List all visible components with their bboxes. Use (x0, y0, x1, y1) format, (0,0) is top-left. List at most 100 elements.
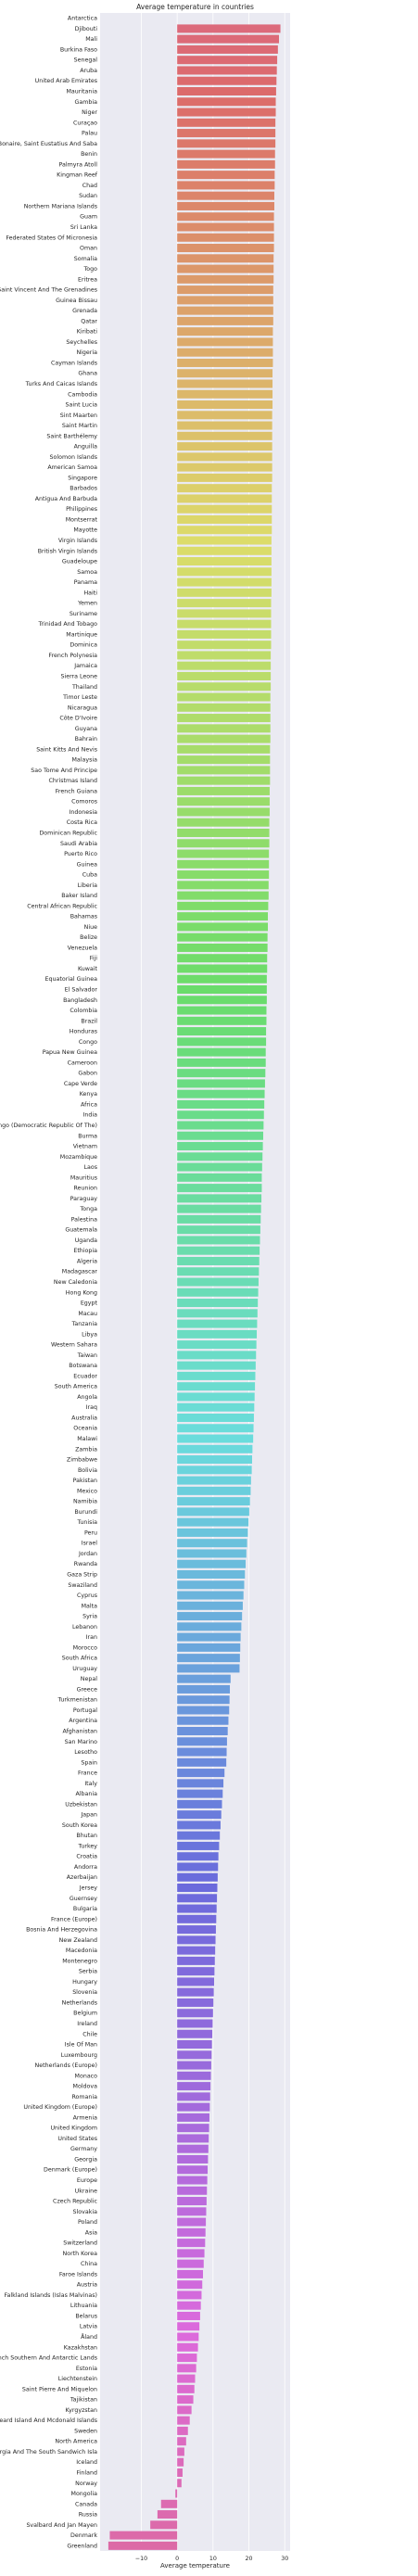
bar (177, 567, 272, 577)
bar (177, 954, 268, 963)
bar (177, 1256, 260, 1265)
bar (177, 2071, 211, 2080)
bar (177, 1277, 259, 1287)
bar (177, 1121, 264, 1130)
y-tick-label: Guinea (77, 861, 97, 868)
y-tick-label: Cape Verde (64, 1081, 97, 1087)
bar (177, 1507, 249, 1516)
bar (177, 2176, 208, 2185)
bar (177, 2364, 196, 2373)
bar (177, 2134, 209, 2143)
y-tick-label: Gabon (78, 1071, 97, 1077)
y-tick-label: Ireland (77, 2021, 97, 2027)
bar (177, 2354, 197, 2363)
bar (177, 1027, 267, 1036)
y-tick-label: British Virgin Islands (38, 548, 97, 554)
y-tick-label: Nigeria (76, 349, 97, 356)
y-tick-label: Afghanistan (63, 1729, 98, 1735)
bar (177, 1351, 257, 1360)
bar (177, 1706, 230, 1715)
bar (177, 2457, 184, 2467)
bar (177, 24, 281, 33)
y-tick-label: Palau (82, 131, 97, 137)
bar (177, 1758, 227, 1767)
y-tick-label: Virgin Islands (58, 538, 97, 544)
y-tick-label: New Zealand (59, 1937, 97, 1944)
bar (177, 1769, 225, 1778)
bar (177, 212, 274, 222)
bar (177, 682, 272, 692)
y-tick-label: Estonia (76, 2366, 97, 2372)
bar (177, 411, 272, 420)
bar (177, 327, 273, 336)
y-tick-label: Reunion (73, 1186, 97, 1192)
bar (177, 901, 269, 910)
bar (177, 431, 272, 440)
bar (177, 1142, 263, 1151)
bar (177, 1079, 265, 1088)
bar (177, 1569, 246, 1579)
bar (177, 2301, 201, 2310)
y-tick-label: Bolivia (78, 1467, 97, 1474)
bar (177, 1580, 245, 1590)
bar (177, 1977, 214, 1986)
bar (177, 504, 272, 514)
bar (177, 1779, 224, 1788)
x-tick-label: −10 (135, 2556, 147, 2562)
y-tick-label: Turks And Caicas Islands (25, 381, 97, 387)
y-tick-label: Saudi Arabia (60, 841, 97, 847)
y-tick-label: Armenia (73, 2114, 98, 2121)
y-tick-label: Iraq (86, 1404, 97, 1411)
bar (177, 912, 269, 921)
y-tick-label: Austria (77, 2282, 97, 2289)
y-tick-label: Cayman Islands (51, 360, 97, 366)
y-tick-label: France (78, 1770, 97, 1777)
chart-title: Average temperature in countries (136, 3, 254, 11)
y-tick-label: Niger (82, 109, 97, 116)
y-tick-label: Saint Martin (62, 423, 97, 429)
y-tick-label: Guyana (75, 726, 97, 732)
bar (177, 859, 270, 869)
bar (177, 348, 273, 357)
y-tick-label: Peru (84, 1529, 97, 1536)
bar (177, 274, 274, 284)
y-tick-label: Finland (76, 2469, 97, 2476)
bar (177, 2207, 207, 2216)
y-tick-label: Christmas Island (49, 778, 97, 784)
y-tick-label: Lebanon (72, 1624, 97, 1631)
y-tick-label: Hong Kong (66, 1289, 97, 1296)
bar (177, 1998, 214, 2007)
bar (177, 2019, 213, 2028)
bar (177, 588, 272, 597)
y-tick-label: Niue (84, 924, 97, 931)
bar (177, 1967, 215, 1976)
y-tick-label: Germany (70, 2146, 97, 2152)
y-tick-label: Svalbard And Jan Mayen (26, 2522, 97, 2529)
y-tick-label: Slovenia (72, 1989, 97, 1996)
y-tick-label: Kiribati (77, 329, 98, 336)
y-tick-label: Moldova (73, 2084, 98, 2090)
y-tick-label: Åland (81, 2332, 97, 2341)
bar (177, 1559, 247, 1568)
y-tick-label: Dominican Republic (39, 830, 97, 836)
bar (177, 807, 270, 817)
y-tick-label: Western Sahara (51, 1342, 97, 1349)
y-tick-label: Bhutan (76, 1833, 97, 1839)
y-tick-label: Liechtenstein (58, 2376, 97, 2382)
x-tick-label: 10 (209, 2556, 217, 2562)
bar (177, 744, 271, 754)
bar (177, 1612, 243, 1621)
bar (177, 1329, 258, 1339)
bar (177, 599, 272, 608)
bar (177, 1894, 218, 1903)
y-tick-label: Timor Leste (62, 694, 97, 701)
bar (160, 2499, 178, 2508)
y-tick-label: Cambodia (68, 391, 97, 398)
bar (177, 1528, 248, 1537)
y-tick-label: Spain (81, 1759, 97, 1766)
bar (177, 296, 273, 305)
bar (177, 421, 272, 430)
y-tick-label: Laos (83, 1164, 97, 1171)
bar (177, 922, 269, 932)
